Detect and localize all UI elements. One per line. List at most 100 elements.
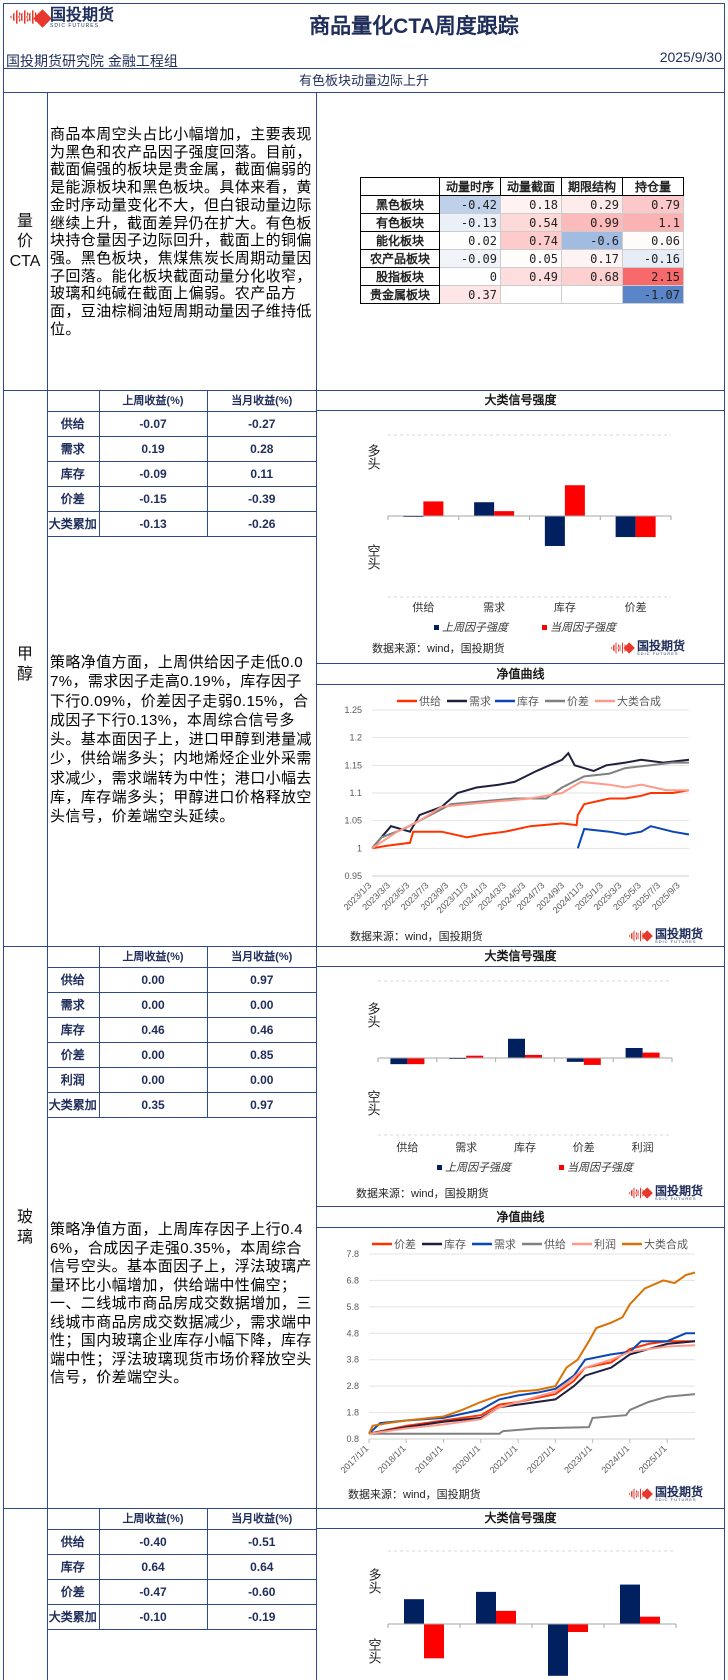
return-value: -0.15 <box>98 486 207 512</box>
table-row: 供给 -0.40 -0.51 <box>47 1529 316 1555</box>
methanol-commentary: 策略净值方面，上周供给因子走低0.07%，需求因子走高0.19%，库存因子下行0… <box>50 654 312 826</box>
heatmap-cell: -0.42 <box>439 195 501 214</box>
methanol-nav-title: 净值曲线 <box>316 663 725 685</box>
heatmap-row: 农产品板块 -0.09 0.05 0.17 -0.16 <box>360 249 684 268</box>
column-header <box>47 946 99 968</box>
factor-name: 库存 <box>47 1017 99 1043</box>
divider <box>3 946 725 947</box>
table-row: 库存 0.46 0.46 <box>47 1017 316 1043</box>
y-tick-label: 1.8 <box>346 1408 359 1418</box>
legend-label: 上周因子强度 <box>442 621 510 634</box>
logo-subtext: SDIC FUTURES <box>637 651 679 656</box>
category-label: 供给 <box>396 1140 418 1154</box>
glass-nav-title: 净值曲线 <box>316 1206 725 1228</box>
logo-subtext: SDIC FUTURES <box>655 1497 697 1502</box>
bar-this-week-4 <box>642 1052 660 1058</box>
legend-label: 利润 <box>594 1237 616 1251</box>
return-value: 0.97 <box>206 967 316 993</box>
series-line-3 <box>369 1393 696 1435</box>
return-value: -0.10 <box>98 1604 207 1630</box>
table-row: 大类累加 -0.10 -0.19 <box>47 1604 316 1630</box>
long-label: 多头 <box>367 1567 382 1594</box>
label-line: 璃 <box>16 1229 33 1246</box>
bar-last-week-2 <box>544 516 565 546</box>
heatmap-row: 能化板块 0.02 0.74 -0.6 0.06 <box>360 231 684 250</box>
legend-label: 价差 <box>567 694 589 708</box>
section-label-methanol: 甲 醇 <box>3 645 47 685</box>
factor-name: 价差 <box>47 1579 99 1605</box>
y-tick-label: 0.95 <box>344 871 362 881</box>
table-header-row: 上周收益(%) 当月收益(%) <box>47 1508 316 1530</box>
factor-name: 需求 <box>47 436 99 462</box>
x-tick-label: 2025/1/1 <box>637 1443 669 1475</box>
factor-heatmap-table: 动量时序 动量截面 期限结构 持仓量 黑色板块 -0.42 0.18 0.29 0.79 有色板块… <box>360 177 684 304</box>
bar-last-week-0 <box>390 1058 408 1065</box>
series-line-0 <box>368 1340 695 1435</box>
block4-returns-table: 上周收益(%) 当月收益(%) 供给 -0.40 -0.51 库存 0.64 0.64 价差 -0… <box>47 1508 316 1630</box>
methanol-returns-table: 上周收益(%) 当月收益(%) 供给 -0.07 -0.27 需求 0.19 0.28 库存 -0… <box>47 390 316 537</box>
return-value: -0.19 <box>206 1604 316 1630</box>
label-line: 量 <box>16 213 33 230</box>
heatmap-row-label: 股指板块 <box>360 267 440 286</box>
return-value: -0.60 <box>206 1579 316 1605</box>
category-label: 库存 <box>554 600 576 614</box>
bar-this-week-3 <box>635 516 656 538</box>
category-label: 价差 <box>625 600 647 614</box>
return-value: -0.51 <box>206 1529 316 1555</box>
x-tick-label: 2022/1/1 <box>525 1443 557 1475</box>
y-tick-label: 7.8 <box>346 1249 359 1259</box>
bar-this-week-0 <box>423 501 444 516</box>
legend-label: 需求 <box>469 695 491 708</box>
bar-this-week-2 <box>564 485 585 516</box>
factor-name: 价差 <box>47 486 99 512</box>
glass-commentary: 策略净值方面，上周库存因子上行0.46%，合成因子走强0.35%，本周综合信号空… <box>50 1221 312 1386</box>
organization: 国投期货研究院 金融工程组 <box>6 53 178 69</box>
data-source: 数据来源：wind，国投期货 <box>348 1489 481 1501</box>
table-row: 库存 0.64 0.64 <box>47 1554 316 1580</box>
heatmap-cell: 0.02 <box>439 231 501 250</box>
column-header <box>47 390 99 412</box>
heatmap-column-header: 期限结构 <box>561 177 623 196</box>
return-value: 0.46 <box>206 1017 316 1043</box>
y-tick-label: 1.2 <box>349 733 362 743</box>
return-value: 0.11 <box>206 461 316 487</box>
bar-last-week-3 <box>615 516 636 538</box>
factor-name: 供给 <box>47 411 99 437</box>
factor-name: 需求 <box>47 992 99 1018</box>
series-line-4 <box>368 1344 696 1435</box>
table-row: 价差 -0.47 -0.60 <box>47 1579 316 1605</box>
factor-name: 库存 <box>47 461 99 487</box>
column-header: 上周收益(%) <box>98 390 207 412</box>
column-header <box>47 1508 99 1530</box>
heatmap-cell: 0 <box>439 267 501 286</box>
logo-subtext: SDIC FUTURES <box>655 1196 697 1201</box>
series-line-3 <box>371 761 689 849</box>
factor-name: 大类累加 <box>47 1604 99 1630</box>
heatmap-row: 贵金属板块 0.37 -1.07 <box>360 285 684 304</box>
table-row: 利润 0.00 0.00 <box>47 1067 316 1093</box>
data-source: 数据来源：wind，国投期货 <box>356 1188 489 1200</box>
factor-name: 供给 <box>47 1529 99 1555</box>
table-row: 价差 -0.15 -0.39 <box>47 486 316 512</box>
table-row: 供给 0.00 0.97 <box>47 967 316 993</box>
bar-last-week-4 <box>625 1047 643 1058</box>
bar-this-week-2 <box>568 1624 588 1633</box>
factor-name: 库存 <box>47 1554 99 1580</box>
short-label: 空头 <box>367 1638 382 1664</box>
table-row: 库存 -0.09 0.11 <box>47 461 316 487</box>
return-value: 0.00 <box>98 1042 207 1068</box>
table-row: 需求 0.00 0.00 <box>47 992 316 1018</box>
heatmap-cell: 0.79 <box>622 195 684 214</box>
heatmap-row-label: 能化板块 <box>360 231 440 250</box>
table-row: 大类累加 -0.13 -0.26 <box>47 511 316 537</box>
methanol-signal-title: 大类信号强度 <box>316 390 725 411</box>
label-line: 醇 <box>16 666 33 683</box>
factor-name: 利润 <box>47 1067 99 1093</box>
logo-text: 国投期货 <box>50 7 115 24</box>
series-line-5 <box>368 1271 696 1435</box>
heatmap-row: 黑色板块 -0.42 0.18 0.29 0.79 <box>360 195 684 214</box>
heatmap-row: 有色板块 -0.13 0.54 0.99 1.1 <box>360 213 684 232</box>
short-label: 空头 <box>366 1090 381 1116</box>
